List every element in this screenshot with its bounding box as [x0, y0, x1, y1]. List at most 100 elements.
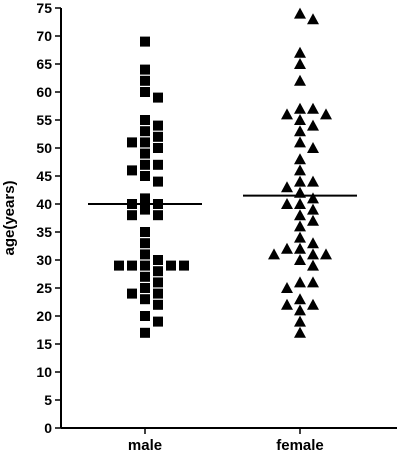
data-point-square	[140, 271, 150, 282]
y-tick-label: 55	[36, 112, 52, 128]
y-tick-label: 35	[36, 224, 52, 240]
data-point-triangle	[268, 248, 280, 260]
axes	[60, 8, 397, 429]
data-point-triangle	[307, 276, 319, 288]
data-point-triangle	[307, 192, 319, 204]
data-point-triangle	[294, 209, 306, 221]
data-point-square	[153, 266, 163, 277]
data-point-triangle	[307, 203, 319, 215]
data-point-triangle	[294, 153, 306, 165]
data-point-triangle	[281, 108, 293, 120]
y-tick-label: 75	[36, 0, 52, 16]
y-axis-title: age(years)	[1, 180, 18, 255]
data-point-square	[140, 87, 150, 97]
data-point-triangle	[294, 102, 306, 114]
data-point-square	[153, 210, 163, 221]
y-tick-label: 40	[36, 196, 52, 212]
data-point-square	[153, 277, 163, 288]
data-point-square	[140, 260, 150, 271]
data-point-triangle	[307, 119, 319, 131]
data-point-triangle	[281, 181, 293, 193]
data-point-square	[166, 260, 176, 271]
y-tick-label: 25	[36, 280, 52, 296]
x-category-label: female	[276, 437, 324, 454]
data-point-square	[127, 137, 137, 148]
x-category-label: male	[128, 437, 162, 454]
y-tick-label: 5	[44, 392, 52, 408]
data-point-square	[140, 227, 150, 237]
y-tick-label: 20	[36, 308, 52, 324]
data-point-square	[140, 249, 150, 260]
data-point-triangle	[294, 220, 306, 232]
data-point-square	[153, 159, 163, 170]
data-point-square	[127, 288, 137, 299]
data-point-square	[153, 288, 163, 299]
data-point-triangle	[294, 114, 306, 125]
data-point-triangle	[294, 46, 306, 58]
data-point-triangle	[281, 282, 293, 293]
data-point-square	[153, 131, 163, 142]
data-point-square	[140, 327, 150, 338]
data-point-triangle	[294, 293, 306, 305]
y-tick-label: 70	[36, 28, 52, 44]
data-point-triangle	[307, 102, 319, 114]
data-point-triangle	[294, 58, 306, 69]
data-point-triangle	[320, 108, 332, 120]
data-point-square	[140, 238, 150, 249]
data-point-triangle	[307, 248, 319, 260]
data-point-square	[127, 210, 137, 221]
data-point-square	[140, 204, 150, 215]
y-tick-label: 30	[36, 252, 52, 268]
data-point-triangle	[294, 315, 306, 327]
data-point-triangle	[307, 259, 319, 271]
data-point-square	[140, 126, 150, 137]
data-point-square	[153, 176, 163, 187]
data-point-triangle	[307, 142, 319, 153]
data-point-square	[153, 255, 163, 265]
data-point-square	[140, 294, 150, 305]
mean-lines	[88, 194, 357, 205]
data-point-triangle	[294, 164, 306, 176]
data-point-triangle	[281, 242, 293, 254]
data-point-triangle	[294, 74, 306, 86]
data-point-square	[127, 260, 137, 271]
y-tick-label: 15	[36, 336, 52, 352]
data-point-square	[153, 143, 163, 153]
y-tick-label: 10	[36, 364, 52, 380]
data-point-square	[140, 137, 150, 148]
y-axis-ticks: 0 5 10 15 20 25 30 35 40 45 50 55 60 65 70 75	[36, 0, 61, 436]
data-point-square	[127, 165, 137, 176]
data-point-square	[140, 311, 150, 321]
data-points	[114, 7, 332, 338]
x-axis-categories: male female	[128, 428, 324, 454]
data-point-triangle	[281, 198, 293, 209]
data-point-square	[153, 120, 163, 131]
data-point-triangle	[294, 136, 306, 148]
data-point-square	[140, 36, 150, 47]
y-tick-label: 0	[44, 420, 52, 436]
y-tick-label: 65	[36, 56, 52, 72]
data-point-triangle	[307, 175, 319, 187]
data-point-square	[140, 115, 150, 125]
data-point-triangle	[320, 248, 332, 260]
data-point-triangle	[307, 298, 319, 310]
data-point-triangle	[294, 125, 306, 137]
data-point-square	[140, 75, 150, 86]
data-point-square	[140, 159, 150, 170]
data-point-triangle	[294, 254, 306, 265]
y-tick-label: 45	[36, 168, 52, 184]
data-point-triangle	[281, 298, 293, 310]
data-point-square	[114, 260, 124, 271]
y-tick-label: 60	[36, 84, 52, 100]
y-tick-label: 50	[36, 140, 52, 156]
data-point-triangle	[307, 214, 319, 226]
data-point-square	[140, 283, 150, 293]
data-point-triangle	[294, 7, 306, 19]
data-point-triangle	[307, 237, 319, 249]
data-point-square	[140, 171, 150, 181]
data-point-triangle	[294, 326, 306, 338]
data-point-triangle	[294, 175, 306, 187]
data-point-triangle	[294, 304, 306, 316]
